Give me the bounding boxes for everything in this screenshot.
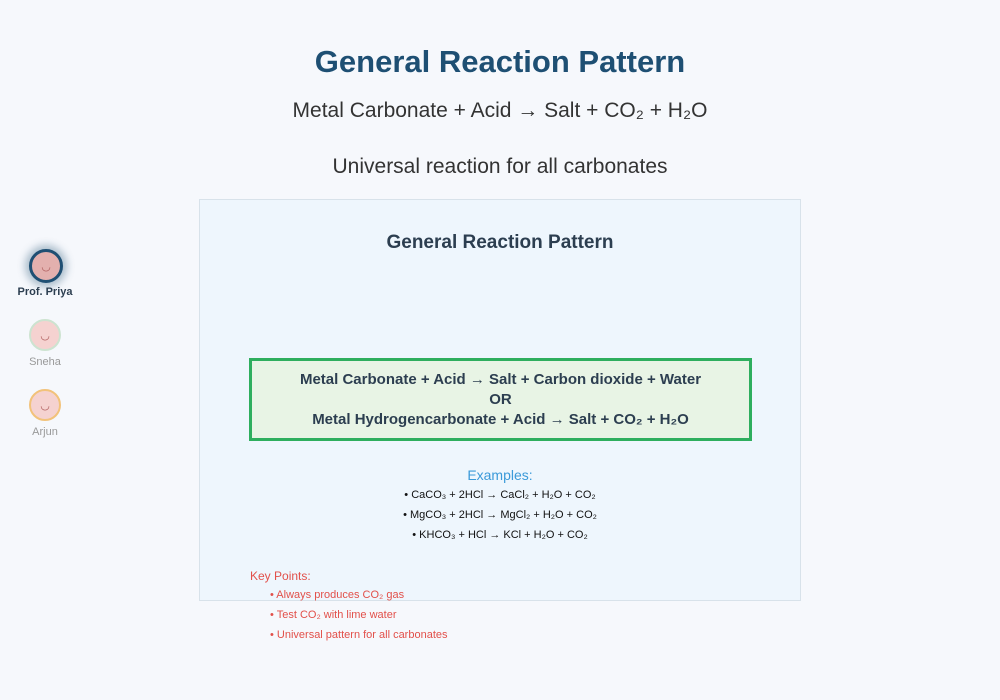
avatar[interactable]: ◡ bbox=[29, 389, 61, 421]
examples-label: Examples: bbox=[467, 467, 533, 483]
equation-line: Metal Hydrogencarbonate + Acid → Salt + … bbox=[312, 410, 689, 428]
key-point: • Always produces CO₂ gas bbox=[270, 589, 405, 601]
key-point: • Universal pattern for all carbonates bbox=[270, 629, 448, 641]
example: • MgCO₃ + 2HCl → MgCl₂ + H₂O + CO₂ bbox=[403, 509, 597, 521]
equation-box: Metal Carbonate + Acid → Salt + Carbon d… bbox=[249, 358, 752, 441]
participant-name[interactable]: Arjun bbox=[32, 426, 58, 438]
participant-name[interactable]: Sneha bbox=[29, 356, 61, 368]
board-title: General Reaction Pattern bbox=[386, 232, 614, 253]
page-title: General Reaction Pattern bbox=[314, 44, 686, 79]
example: • KHCO₃ + HCl → KCl + H₂O + CO₂ bbox=[412, 529, 588, 541]
equation-line: Metal Carbonate + Acid → Salt + Carbon d… bbox=[299, 370, 702, 388]
participant-name[interactable]: Prof. Priya bbox=[17, 286, 73, 298]
avatar[interactable]: ◡ bbox=[29, 249, 63, 283]
key-points-label: Key Points: bbox=[250, 569, 311, 583]
key-point: • Test CO₂ with lime water bbox=[270, 609, 397, 621]
equation: Metal Carbonate + Acid → Salt + CO₂ + H₂… bbox=[292, 99, 708, 122]
example: • CaCO₃ + 2HCl → CaCl₂ + H₂O + CO₂ bbox=[404, 489, 596, 501]
equation-line: OR bbox=[489, 390, 512, 408]
subtitle: Universal reaction for all carbonates bbox=[332, 155, 668, 178]
avatar[interactable]: ◡ bbox=[29, 319, 61, 351]
